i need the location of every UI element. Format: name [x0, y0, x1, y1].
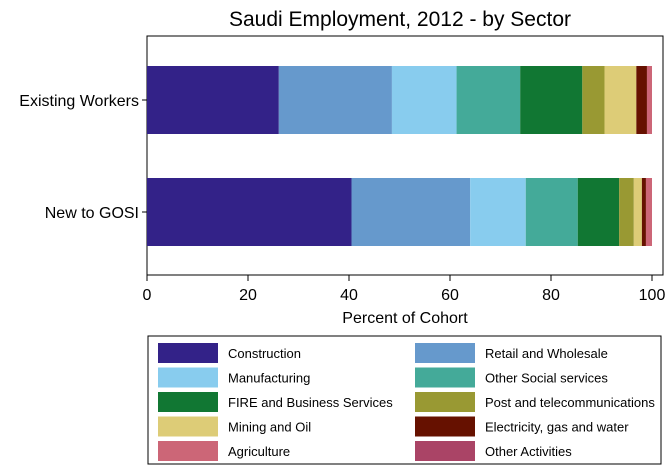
- legend-swatch-3: [415, 367, 475, 388]
- x-tick-label-5: 100: [639, 287, 666, 304]
- bar-segment-0-2: [391, 66, 457, 134]
- bar-segment-0-5: [582, 66, 605, 134]
- legend-swatch-7: [415, 416, 475, 437]
- legend-label-7: Electricity, gas and water: [485, 420, 629, 435]
- legend-swatch-9: [415, 441, 475, 461]
- bar-segment-1-7: [641, 178, 646, 246]
- legend-label-2: Manufacturing: [228, 371, 310, 386]
- y-tick-label-0: Existing Workers: [19, 93, 139, 110]
- legend: Construction Retail and Wholesale Manufact…: [158, 343, 655, 461]
- legend-label-4: FIRE and Business Services: [228, 395, 393, 410]
- legend-swatch-6: [158, 416, 218, 437]
- bar-segment-0-8: [646, 66, 652, 134]
- x-axis-label: Percent of Cohort: [342, 310, 468, 327]
- legend-label-1: Retail and Wholesale: [485, 346, 608, 361]
- legend-swatch-4: [158, 392, 218, 412]
- legend-swatch-0: [158, 343, 218, 363]
- bar-segment-0-4: [520, 66, 583, 134]
- bar-segment-0-6: [604, 66, 637, 134]
- bar-segment-1-4: [577, 178, 620, 246]
- bar-segment-1-8: [645, 178, 652, 246]
- legend-swatch-2: [158, 367, 218, 388]
- bar-segment-1-2: [470, 178, 526, 246]
- bar-segment-1-0: [147, 178, 352, 246]
- x-tick-label-2: 40: [340, 287, 358, 304]
- legend-label-3: Other Social services: [485, 371, 608, 386]
- y-tick-label-1: New to GOSI: [45, 205, 139, 222]
- x-tick-label-0: 0: [143, 287, 152, 304]
- legend-box: [147, 335, 662, 465]
- bars: [147, 66, 652, 246]
- legend-label-8: Agriculture: [228, 444, 290, 459]
- bar-segment-1-1: [351, 178, 471, 246]
- x-tick-label-3: 60: [441, 287, 459, 304]
- legend-label-9: Other Activities: [485, 444, 572, 459]
- legend-label-5: Post and telecommunications: [485, 395, 655, 410]
- legend-label-0: Construction: [228, 346, 301, 361]
- bar-segment-0-1: [278, 66, 392, 134]
- x-tick-label-1: 20: [239, 287, 257, 304]
- x-tick-label-4: 80: [542, 287, 560, 304]
- legend-swatch-8: [158, 441, 218, 461]
- bar-segment-0-3: [456, 66, 521, 134]
- bar-segment-0-0: [147, 66, 279, 134]
- bar-segment-1-6: [633, 178, 642, 246]
- bar-segment-0-7: [636, 66, 647, 134]
- legend-swatch-1: [415, 343, 475, 363]
- legend-label-6: Mining and Oil: [228, 420, 311, 435]
- legend-swatch-5: [415, 392, 475, 412]
- chart-title: Saudi Employment, 2012 - by Sector: [229, 8, 571, 31]
- y-axis: Existing Workers New to GOSI: [19, 93, 147, 222]
- bar-segment-1-3: [525, 178, 578, 246]
- x-axis: 0 20 40 60 80 100: [143, 275, 666, 304]
- bar-segment-1-5: [619, 178, 634, 246]
